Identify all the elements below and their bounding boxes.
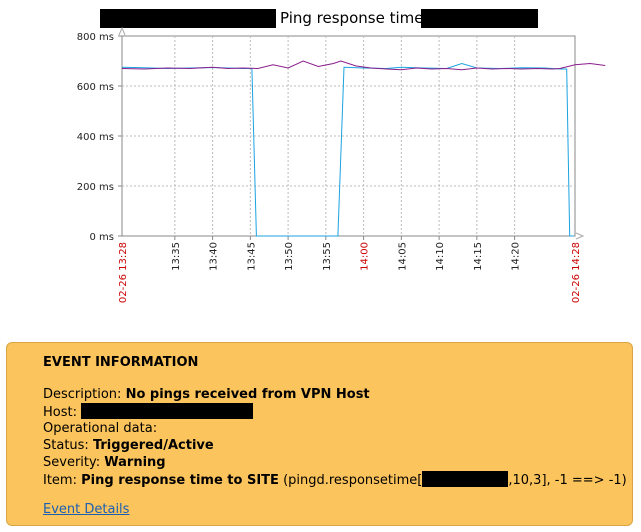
status-value: Triggered/Active	[92, 438, 214, 453]
severity-value: Warning	[104, 455, 166, 470]
host-label: Host:	[43, 405, 77, 420]
item-key-suffix: ,10,3], -1 ==> -1)	[508, 473, 627, 488]
redacted-block	[100, 9, 276, 28]
redacted-block	[421, 9, 538, 28]
severity-row: Severity: Warning	[43, 454, 166, 471]
y-axis-arrow	[118, 26, 126, 36]
x-tick-label: 14:00	[360, 242, 371, 271]
x-tick-label: 13:35	[171, 242, 182, 271]
redacted-item-key	[422, 471, 509, 487]
ping-chart: 800 ms 600 ms 400 ms 200 ms 0 ms 13:35 13:40 13…	[77, 26, 606, 303]
x-tick-label: 14:05	[397, 242, 408, 271]
event-heading: EVENT INFORMATION	[43, 355, 199, 370]
status-row: Status: Triggered/Active	[43, 437, 214, 454]
y-tick-label: 0 ms	[90, 232, 115, 243]
graph-title: Ping response time	[280, 9, 424, 27]
graph-area: Ping response time 800 ms 600 ms 400 ms 200…	[0, 8, 641, 303]
description-row: Description: No pings received from VPN …	[43, 386, 370, 403]
x-tick-label: 13:40	[209, 242, 220, 271]
item-label: Item:	[43, 473, 77, 488]
series-line-2	[121, 60, 606, 71]
graph-title-row: Ping response time	[0, 8, 641, 28]
x-tick-label: 14:15	[473, 242, 484, 271]
x-tick-label: 13:50	[284, 242, 295, 271]
redacted-host	[81, 403, 254, 419]
y-tick-label: 400 ms	[77, 132, 114, 143]
item-row: Item: Ping response time to SITE (pingd.…	[43, 471, 627, 489]
y-tick-label: 800 ms	[77, 32, 114, 43]
x-tick-label: 14:10	[435, 242, 446, 271]
x-axis-arrow	[575, 232, 585, 240]
y-tick-label: 200 ms	[77, 182, 114, 193]
x-tick-label: 13:45	[246, 242, 257, 271]
status-label: Status:	[43, 438, 89, 453]
severity-label: Severity:	[43, 455, 101, 470]
event-information-panel: EVENT INFORMATION Description: No pings …	[6, 342, 633, 526]
y-tick-label: 600 ms	[77, 82, 114, 93]
event-details-link[interactable]: Event Details	[43, 502, 130, 517]
description-value: No pings received from VPN Host	[125, 387, 370, 402]
x-tick-label: 13:55	[322, 242, 333, 271]
item-key-prefix: (pingd.responsetime[	[283, 473, 423, 488]
operational-row: Operational data:	[43, 420, 157, 437]
x-range-label: 02-26 14:28	[571, 242, 582, 303]
x-tick-label: 14:20	[511, 242, 522, 271]
operational-label: Operational data:	[43, 421, 158, 436]
description-label: Description:	[43, 387, 122, 402]
item-value: Ping response time to SITE	[81, 473, 279, 488]
host-row: Host:	[43, 403, 254, 421]
x-range-label: 02-26 13:28	[118, 242, 129, 303]
